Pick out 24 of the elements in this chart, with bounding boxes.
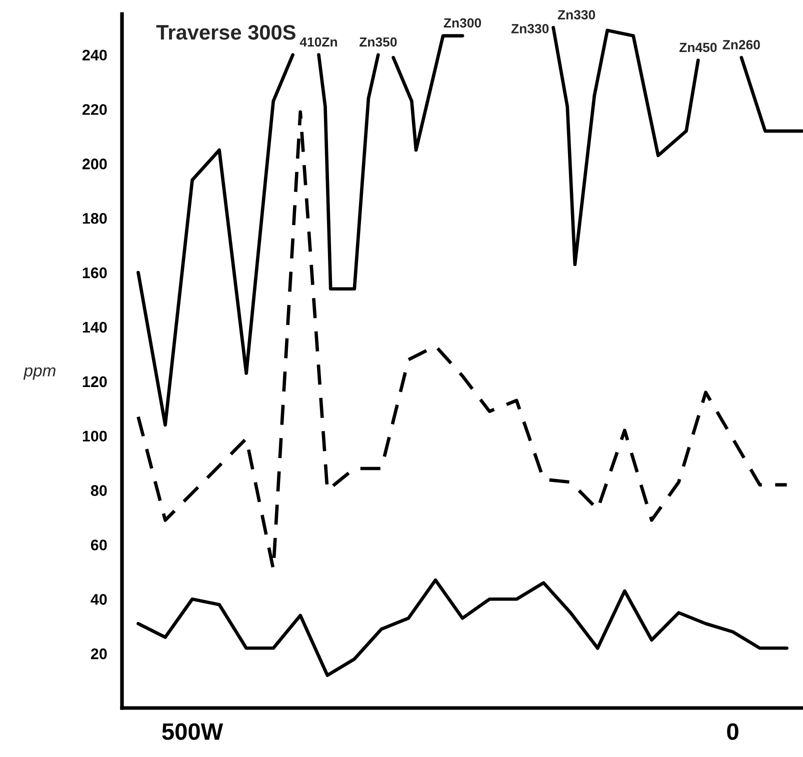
y-tick-label: 180 <box>82 212 107 224</box>
y-tick-label: 140 <box>82 322 107 333</box>
y-tick-label: 60 <box>90 540 107 550</box>
annotation: Zn350 <box>360 37 397 47</box>
y-tick-label: 40 <box>90 594 107 605</box>
chart-title: Traverse 300S <box>156 24 296 40</box>
annotation: Zn300 <box>444 18 482 28</box>
y-tick-label: 80 <box>90 485 107 496</box>
annotation: 410Zn <box>300 37 337 47</box>
y-tick-label: 220 <box>82 104 107 115</box>
y-tick-label: 120 <box>82 376 107 388</box>
line-series <box>136 578 788 678</box>
y-tick-label: 240 <box>82 50 107 61</box>
annotation: Zn330 <box>558 10 596 20</box>
y-tick-label: 20 <box>90 648 107 660</box>
annotation: Zn260 <box>722 40 760 50</box>
annotation: Zn330 <box>511 24 549 34</box>
y-axis-title: ppm <box>23 367 56 380</box>
y-tick-label: 100 <box>82 430 107 442</box>
x-tick-label: 500W <box>162 723 224 740</box>
x-tick-label: 0 <box>727 723 738 740</box>
annotation: Zn450 <box>679 42 717 52</box>
y-tick-label: 160 <box>82 267 107 278</box>
y-tick-label: 200 <box>82 158 107 170</box>
